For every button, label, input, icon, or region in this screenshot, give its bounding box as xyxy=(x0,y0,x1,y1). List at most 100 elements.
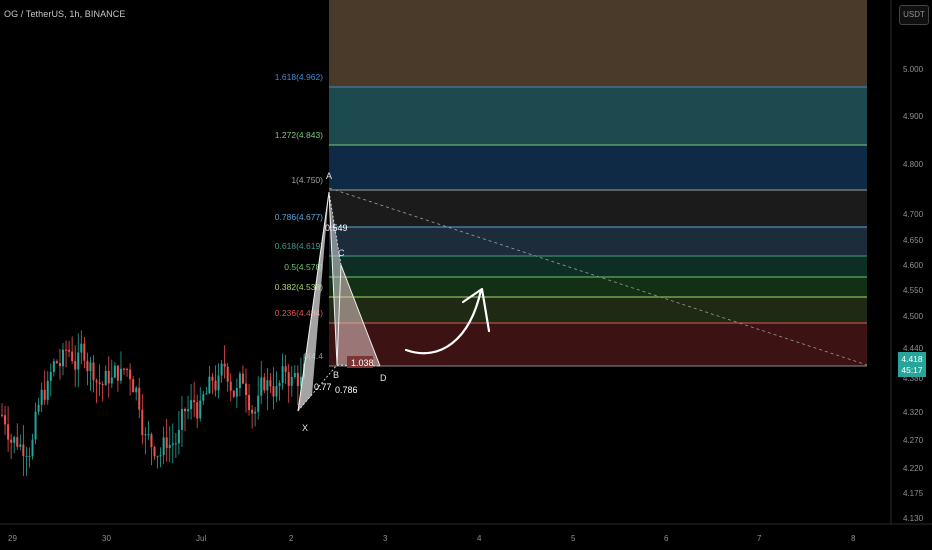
candle-body xyxy=(217,375,220,391)
candle-body xyxy=(129,369,132,380)
candle-body xyxy=(199,400,202,419)
candle-body xyxy=(196,402,199,419)
candle-body xyxy=(19,444,22,447)
candle-body xyxy=(205,393,208,395)
candle-body xyxy=(80,343,83,353)
pattern-point-d: D xyxy=(380,373,387,383)
candle-body xyxy=(52,361,55,372)
candle-body xyxy=(116,365,119,381)
symbol-header: OG / TetherUS, 1h, BINANCE xyxy=(4,9,126,19)
time-tick-label: 7 xyxy=(757,534,762,543)
candle-body xyxy=(110,377,113,384)
bar-countdown: 45:17 xyxy=(901,365,923,375)
candle-body xyxy=(31,439,34,457)
fib-level-label: 0.786(4.677) xyxy=(275,212,323,222)
candle-body xyxy=(150,434,153,447)
candle-body xyxy=(119,368,122,381)
candle-body xyxy=(74,361,77,370)
time-tick-label: 2 xyxy=(289,534,294,543)
candle-body xyxy=(104,370,107,386)
time-tick-label: 6 xyxy=(664,534,669,543)
currency-unit-button[interactable]: USDT xyxy=(899,5,929,25)
candlestick-series xyxy=(1,330,305,477)
candle-body xyxy=(174,443,177,445)
ratio-bc-cd: 0.786 xyxy=(335,385,358,395)
candle-body xyxy=(220,363,223,376)
candle-body xyxy=(40,389,43,405)
candle-body xyxy=(10,439,13,443)
candle-body xyxy=(168,444,171,449)
fib-zone xyxy=(329,297,867,323)
harmonic-ac-link xyxy=(328,191,342,266)
candle-body xyxy=(245,383,247,395)
ratio-xd: 1.038 xyxy=(351,358,374,368)
price-tick-label: 4.600 xyxy=(903,261,924,270)
candle-body xyxy=(238,373,241,389)
candle-body xyxy=(287,372,290,386)
candle-body xyxy=(229,381,232,391)
candle-body xyxy=(22,444,25,457)
candle-body xyxy=(162,437,165,456)
time-tick-label: 5 xyxy=(571,534,576,543)
time-axis[interactable]: 29 30 Jul 2 3 4 5 6 7 8 xyxy=(8,534,856,543)
fib-zone xyxy=(329,277,867,297)
candle-body xyxy=(193,400,196,403)
pattern-point-a: A xyxy=(326,171,332,181)
up-arrow-annotation[interactable] xyxy=(404,288,483,355)
price-tick-label: 4.800 xyxy=(903,160,924,169)
price-tick-label: 4.440 xyxy=(903,344,924,353)
time-tick-label: 8 xyxy=(851,534,856,543)
price-tick-label: 4.900 xyxy=(903,112,924,121)
fib-extension-lines xyxy=(329,86,867,367)
candle-body xyxy=(132,379,135,393)
candle-body xyxy=(92,362,95,381)
candle-body xyxy=(281,366,284,383)
price-tick-label: 4.380 xyxy=(903,374,924,383)
candle-body xyxy=(55,361,58,364)
time-tick-label: 3 xyxy=(383,534,388,543)
candle-body xyxy=(293,373,296,377)
fib-level-label: 0.236(4.484) xyxy=(275,308,323,318)
candle-body xyxy=(46,380,49,400)
candle-body xyxy=(4,415,7,425)
harmonic-leg-cd xyxy=(340,264,381,367)
price-tick-label: 4.130 xyxy=(903,514,924,523)
harmonic-leg-ab xyxy=(328,191,338,366)
candle-body xyxy=(177,429,180,444)
candle-body xyxy=(98,382,101,385)
price-tick-label: 4.500 xyxy=(903,312,924,321)
fib-level-label: 1.618(4.962) xyxy=(275,72,323,82)
candle-body xyxy=(77,352,80,370)
candle-body xyxy=(89,362,92,372)
candle-body xyxy=(190,400,193,410)
candle-body xyxy=(95,380,98,383)
candle-body xyxy=(86,360,89,372)
candle-body xyxy=(260,377,263,396)
candle-body xyxy=(241,373,244,384)
candle-body xyxy=(214,380,217,391)
candle-body xyxy=(107,370,110,384)
fib-zone-top xyxy=(329,0,867,87)
candle-body xyxy=(135,387,138,393)
ratio-xa-ab: 0.549 xyxy=(325,223,348,233)
price-tick-label: 4.700 xyxy=(903,210,924,219)
time-tick-label: 4 xyxy=(477,534,482,543)
candle-body xyxy=(235,388,238,397)
candle-body xyxy=(101,384,104,386)
candle-body xyxy=(272,386,275,397)
candle-body xyxy=(248,394,251,410)
candle-body xyxy=(159,455,162,457)
candle-body xyxy=(208,376,211,394)
projection-trend-line[interactable] xyxy=(328,187,868,366)
candle-body xyxy=(153,446,156,457)
price-axis[interactable]: 5.000 4.900 4.800 4.700 4.650 4.600 4.550 4.500… xyxy=(903,65,924,523)
pattern-point-x: X xyxy=(302,423,308,433)
fib-extension-zones[interactable] xyxy=(329,0,867,366)
candle-body xyxy=(58,363,61,367)
fib-zone xyxy=(329,256,867,277)
candle-body xyxy=(62,349,64,367)
pattern-point-b: B xyxy=(333,370,339,380)
fib-zone xyxy=(329,323,867,366)
harmonic-pattern[interactable]: X A B C D 0.549 0.77 0.786 1.038 xyxy=(297,171,387,433)
